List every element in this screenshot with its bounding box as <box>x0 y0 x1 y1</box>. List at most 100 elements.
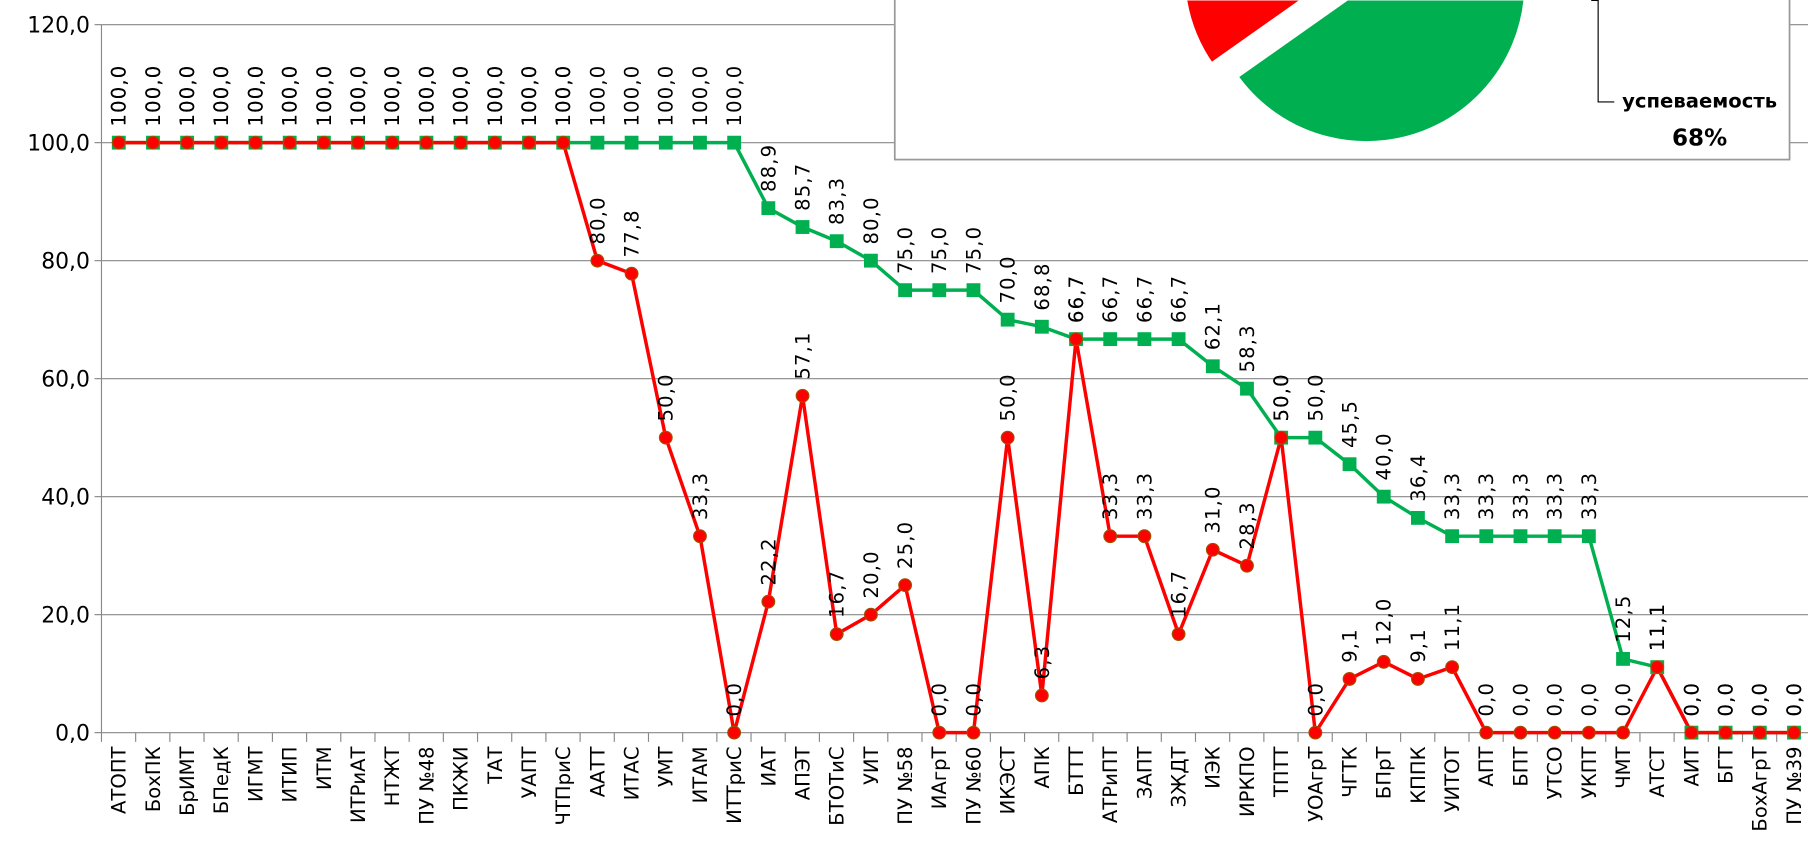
data-label: 100,0 <box>210 65 233 127</box>
x-tick-label: БТТТ <box>1065 745 1088 795</box>
data-label: 0,0 <box>928 682 951 717</box>
x-tick-label: АТРиПТ <box>1099 745 1122 823</box>
x-tick-label: ИТРиАТ <box>347 745 370 823</box>
marker <box>1274 430 1289 445</box>
marker <box>1103 529 1118 544</box>
data-label: 100,0 <box>279 65 302 127</box>
data-label: 33,3 <box>1509 472 1532 520</box>
data-label: 77,8 <box>621 209 644 257</box>
data-label: 100,0 <box>381 65 404 127</box>
data-label: 66,7 <box>1099 275 1122 323</box>
data-label: 50,0 <box>997 373 1020 421</box>
data-label: 100,0 <box>279 65 302 127</box>
marker <box>1034 319 1049 334</box>
x-tick-label: АТОПТ <box>108 745 131 814</box>
data-label: 88,9 <box>757 144 780 192</box>
marker <box>658 135 673 150</box>
x-tick-label: ИАТ <box>757 745 780 786</box>
data-label: 33,3 <box>1099 472 1122 520</box>
pie <box>1180 0 1531 149</box>
y-tick-label: 100,0 <box>27 132 90 157</box>
marker <box>1342 672 1357 686</box>
marker <box>1034 688 1049 703</box>
x-tick-label: ИТИП <box>279 746 302 802</box>
x-tick-label: ЧГТК <box>1338 746 1361 797</box>
marker <box>146 135 160 150</box>
data-label: 100,0 <box>450 65 473 127</box>
marker <box>658 430 673 445</box>
x-tick-label: ПУ №58 <box>894 746 917 824</box>
marker <box>1787 725 1801 740</box>
series-line <box>118 140 1794 735</box>
data-label: 100,0 <box>450 65 473 127</box>
data-label: 100,0 <box>176 65 199 127</box>
data-label: 100,0 <box>415 65 438 127</box>
y-tick-label: 40,0 <box>41 486 90 511</box>
data-label: 100,0 <box>518 65 541 127</box>
x-tick-label: ИГМТ <box>244 745 267 802</box>
data-label: 68,8 <box>1031 262 1054 310</box>
x-tick-label: ИЭК <box>1202 746 1225 788</box>
x-tick-label: УОАгрТ <box>1304 745 1327 821</box>
x-tick-label: ААТТ <box>586 745 609 797</box>
y-tick-label: 0,0 <box>55 722 90 747</box>
marker <box>1650 660 1665 675</box>
data-label: 9,1 <box>1407 628 1430 663</box>
data-label: 100,0 <box>689 65 712 127</box>
marker <box>829 234 844 249</box>
data-label: 0,0 <box>1544 682 1567 717</box>
marker <box>1581 529 1596 544</box>
marker <box>727 135 742 150</box>
marker <box>1103 332 1118 347</box>
marker <box>487 135 502 150</box>
marker <box>863 607 878 622</box>
data-label: 0,0 <box>1509 682 1532 717</box>
data-label: 100,0 <box>108 65 131 127</box>
marker <box>795 388 810 403</box>
data-label: 33,3 <box>1133 472 1156 520</box>
x-tick-label: ЗАПТ <box>1133 745 1156 799</box>
marker <box>1308 430 1323 445</box>
marker <box>727 725 742 740</box>
marker <box>1342 457 1357 472</box>
marker <box>761 594 776 609</box>
x-tick-label: БПедК <box>210 746 233 814</box>
marker <box>932 283 947 298</box>
marker <box>1000 430 1015 445</box>
marker <box>932 725 947 740</box>
marker <box>1513 725 1528 740</box>
marker <box>1411 510 1425 525</box>
data-label: 33,3 <box>1578 472 1601 520</box>
data-label: 25,0 <box>894 521 917 569</box>
x-tick-label: АИТ <box>1680 745 1703 786</box>
marker <box>1376 654 1391 669</box>
marker <box>693 529 707 544</box>
x-tick-label: ТАТ <box>484 745 507 784</box>
x-tick-label: НТЖТ <box>381 745 404 806</box>
x-tick-label: БТОТиС <box>826 746 849 825</box>
data-label: 0,0 <box>1578 682 1601 717</box>
x-tick-label: ПУ №60 <box>962 746 985 824</box>
data-label: 100,0 <box>142 65 165 127</box>
marker <box>693 135 707 150</box>
data-label: 0,0 <box>1715 682 1738 717</box>
data-label: 36,4 <box>1407 453 1430 501</box>
x-tick-label: КППК <box>1407 746 1430 803</box>
marker <box>1718 725 1733 740</box>
data-label: 12,5 <box>1612 595 1635 643</box>
data-label: 100,0 <box>655 65 678 127</box>
data-label: 66,7 <box>1065 275 1088 323</box>
marker <box>863 253 878 268</box>
marker <box>385 135 400 150</box>
data-label: 0,0 <box>962 682 985 717</box>
x-tick-label: ЧТПриС <box>552 746 575 825</box>
pie-label: успеваемость <box>1622 90 1777 113</box>
marker <box>1616 651 1630 666</box>
x-tick-label: УКПТ <box>1578 745 1601 799</box>
data-label: 80,0 <box>586 196 609 244</box>
data-label: 100,0 <box>552 65 575 127</box>
x-tick-label: ИТАС <box>621 746 644 800</box>
y-tick-label: 120,0 <box>27 14 90 39</box>
x-tick-label: ЧМТ <box>1612 745 1635 788</box>
